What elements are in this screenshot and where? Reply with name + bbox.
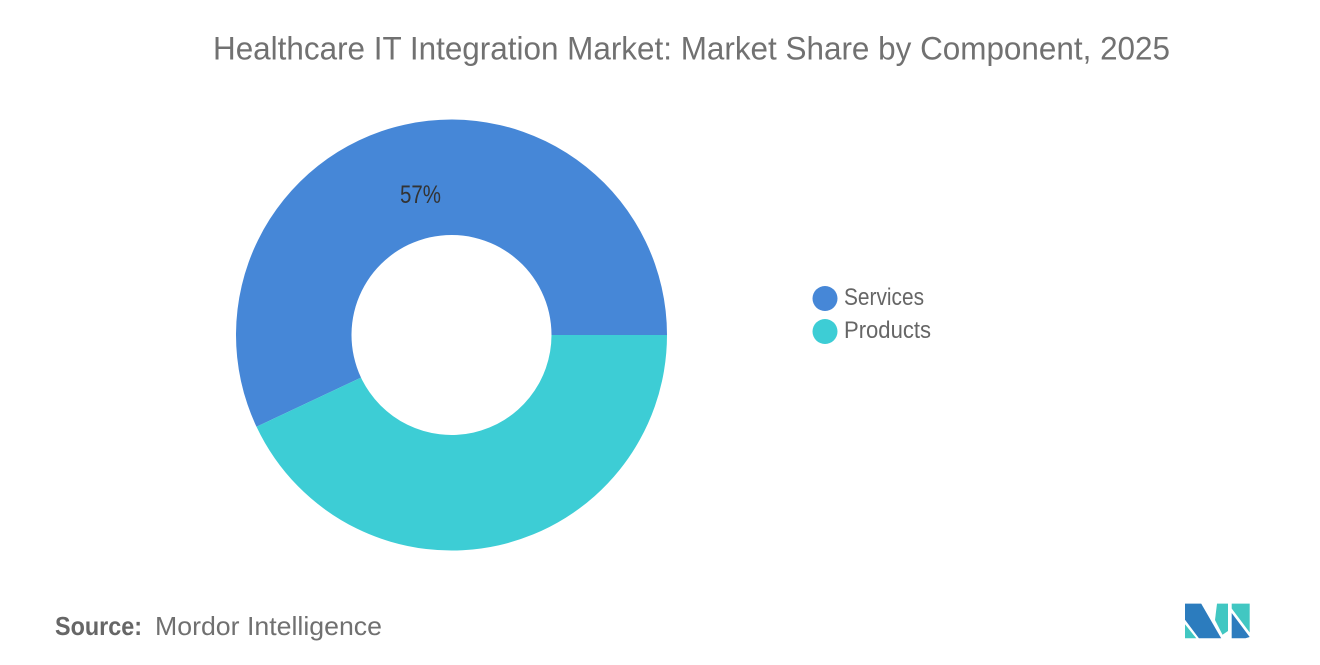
svg-text:Products: Products <box>844 317 931 344</box>
svg-text:Healthcare IT Integration Mark: Healthcare IT Integration Market: Market… <box>213 31 1170 67</box>
svg-text:Mordor Intelligence: Mordor Intelligence <box>155 611 382 641</box>
svg-text:Services: Services <box>844 284 924 311</box>
svg-text:57%: 57% <box>400 181 441 209</box>
svg-text:Source:: Source: <box>55 611 142 641</box>
